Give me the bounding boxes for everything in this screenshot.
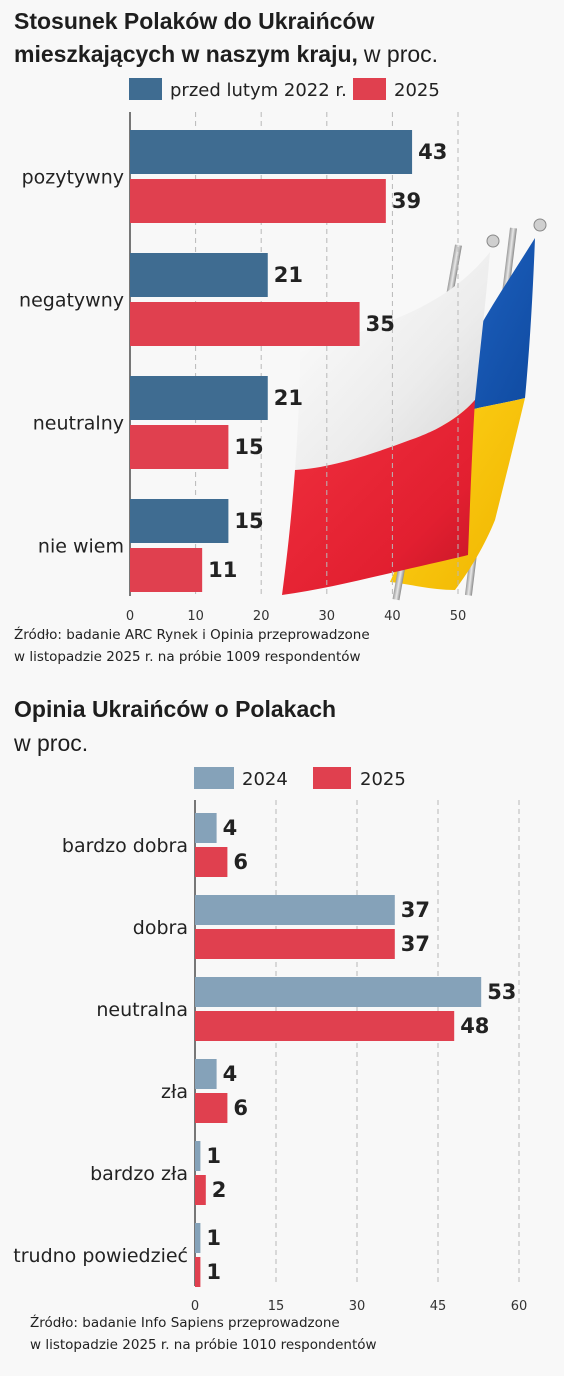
category-label: neutralna bbox=[96, 999, 188, 1021]
chart-1-source-line-1: Źródło: badanie ARC Rynek i Opinia przep… bbox=[14, 625, 370, 643]
chart-2-category-labels: bardzo dobra dobra neutralna zła bardzo zła t… bbox=[13, 835, 188, 1267]
x-tick-label: 30 bbox=[349, 1299, 366, 1314]
chart-2-legend-swatch-1 bbox=[194, 767, 234, 789]
bar-series-2 bbox=[195, 1175, 206, 1205]
bar-series-2 bbox=[130, 179, 386, 223]
chart-1-legend-swatch-1 bbox=[129, 78, 162, 100]
bar-series-1 bbox=[130, 499, 229, 543]
category-label: bardzo dobra bbox=[62, 835, 188, 857]
bar-series-2 bbox=[195, 847, 228, 877]
chart-1-source-line-2: w listopadzie 2025 r. na próbie 1009 res… bbox=[14, 649, 361, 665]
bar-value-label: 39 bbox=[392, 189, 421, 213]
chart-1-title-line-2: mieszkających w naszym kraju, w proc. bbox=[14, 41, 438, 67]
bar-value-label: 15 bbox=[234, 509, 263, 533]
chart-2: Opinia Ukraińców o Polakach w proc. 2024… bbox=[13, 696, 527, 1353]
x-tick-label: 20 bbox=[253, 609, 270, 624]
x-tick-label: 0 bbox=[126, 609, 134, 624]
bar-series-1 bbox=[195, 1141, 201, 1171]
bar-value-label: 53 bbox=[487, 980, 516, 1004]
bar-series-1 bbox=[195, 1223, 201, 1253]
bar-value-label: 15 bbox=[234, 435, 263, 459]
bar-series-1 bbox=[130, 376, 268, 420]
chart-1-bars bbox=[130, 130, 413, 592]
category-label: nie wiem bbox=[38, 536, 124, 558]
bar-value-label: 21 bbox=[274, 263, 303, 287]
bar-series-2 bbox=[130, 425, 229, 469]
chart-1-legend-swatch-2 bbox=[353, 78, 386, 100]
chart-2-tick-labels: 0 15 30 45 60 bbox=[191, 1299, 527, 1314]
bar-series-2 bbox=[195, 929, 395, 959]
bar-value-label: 6 bbox=[233, 850, 248, 874]
bar-series-1 bbox=[195, 977, 482, 1007]
bar-value-label: 2 bbox=[212, 1178, 227, 1202]
bar-series-2 bbox=[195, 1011, 455, 1041]
category-label: zła bbox=[161, 1081, 188, 1103]
x-tick-label: 10 bbox=[187, 609, 204, 624]
chart-1-tick-labels: 0 10 20 30 40 50 bbox=[126, 609, 466, 624]
category-label: bardzo zła bbox=[90, 1163, 188, 1185]
chart-1-value-labels: 43 39 21 35 21 15 15 11 bbox=[208, 140, 447, 582]
bar-value-label: 48 bbox=[460, 1014, 489, 1038]
chart-2-bars bbox=[195, 813, 482, 1287]
poland-pole-finial bbox=[486, 234, 500, 248]
bar-value-label: 37 bbox=[401, 898, 430, 922]
poland-flag-red bbox=[282, 400, 475, 595]
category-label: dobra bbox=[133, 917, 188, 939]
bar-value-label: 1 bbox=[206, 1260, 221, 1284]
chart-2-source-line-2: w listopadzie 2025 r. na próbie 1010 res… bbox=[30, 1337, 377, 1353]
bar-series-2 bbox=[130, 302, 360, 346]
chart-2-legend-label-2: 2025 bbox=[360, 769, 406, 790]
category-label: neutralny bbox=[33, 413, 124, 435]
x-tick-label: 30 bbox=[319, 609, 336, 624]
x-tick-label: 45 bbox=[430, 1299, 447, 1314]
bar-value-label: 37 bbox=[401, 932, 430, 956]
chart-1: Stosunek Polaków do Ukraińców mieszkając… bbox=[14, 8, 547, 665]
flags-illustration bbox=[282, 218, 547, 601]
ukraine-pole-finial bbox=[533, 218, 547, 232]
x-tick-label: 60 bbox=[511, 1299, 528, 1314]
x-tick-label: 0 bbox=[191, 1299, 199, 1314]
bar-series-2 bbox=[195, 1093, 228, 1123]
bar-series-1 bbox=[195, 895, 395, 925]
category-label: trudno powiedzieć bbox=[13, 1245, 188, 1267]
chart-1-title-suffix: w proc. bbox=[363, 41, 438, 67]
category-label: negatywny bbox=[19, 290, 124, 312]
poland-flag-white bbox=[295, 252, 490, 470]
chart-2-gridlines bbox=[194, 800, 520, 1286]
chart-2-title-suffix: w proc. bbox=[13, 730, 88, 756]
category-label: pozytywny bbox=[22, 167, 124, 189]
x-tick-label: 50 bbox=[450, 609, 467, 624]
bar-value-label: 21 bbox=[274, 386, 303, 410]
bar-value-label: 4 bbox=[223, 1062, 238, 1086]
chart-2-title: Opinia Ukraińców o Polakach bbox=[14, 696, 336, 722]
bar-series-1 bbox=[130, 130, 413, 174]
chart-2-source-line-1: Źródło: badanie Info Sapiens przeprowadz… bbox=[30, 1313, 340, 1331]
chart-2-legend-swatch-2 bbox=[313, 767, 351, 789]
bar-value-label: 35 bbox=[366, 312, 395, 336]
x-tick-label: 40 bbox=[384, 609, 401, 624]
chart-1-title-line-1: Stosunek Polaków do Ukraińców bbox=[14, 8, 375, 34]
x-tick-label: 15 bbox=[268, 1299, 285, 1314]
chart-2-legend-label-1: 2024 bbox=[242, 769, 288, 790]
bar-value-label: 6 bbox=[233, 1096, 248, 1120]
bar-value-label: 1 bbox=[206, 1144, 221, 1168]
chart-1-legend-label-1: przed lutym 2022 r. bbox=[170, 80, 347, 101]
bar-value-label: 1 bbox=[206, 1226, 221, 1250]
bar-series-1 bbox=[130, 253, 268, 297]
bar-series-2 bbox=[130, 548, 203, 592]
chart-1-legend-label-2: 2025 bbox=[394, 80, 440, 101]
bar-value-label: 43 bbox=[418, 140, 447, 164]
bar-series-2 bbox=[195, 1257, 201, 1287]
bar-series-1 bbox=[195, 1059, 217, 1089]
bar-value-label: 11 bbox=[208, 558, 237, 582]
chart-1-category-labels: pozytywny negatywny neutralny nie wiem bbox=[19, 167, 124, 558]
bar-value-label: 4 bbox=[223, 816, 238, 840]
chart-1-title-bold: mieszkających w naszym kraju, bbox=[14, 41, 358, 67]
bar-series-1 bbox=[195, 813, 217, 843]
